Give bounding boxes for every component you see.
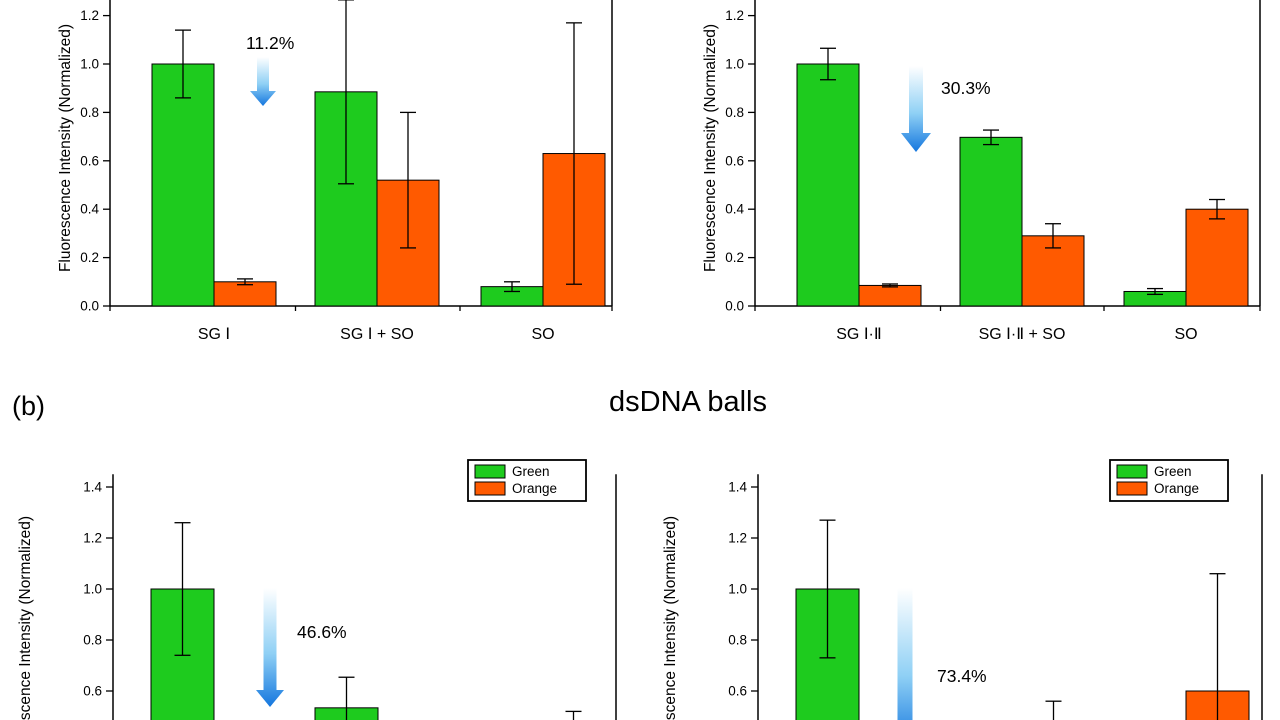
y-tick-label: 0.6 <box>83 684 102 699</box>
arrow-shaft <box>263 588 277 690</box>
y-tick-label: 0.8 <box>83 633 102 648</box>
y-tick-label: 1.2 <box>728 531 747 546</box>
bar-orange-2 <box>1185 208 1249 307</box>
y-tick-label: 1.4 <box>728 480 747 495</box>
chart-top-right: 0.0 0.2 0.4 0.6 0.8 1.0 1.2 SG Ⅰ·Ⅱ SG Ⅰ·Ⅱ + SO SO… <box>702 0 1261 343</box>
down-arrow-icon <box>256 690 284 707</box>
y-tick-label: 0.0 <box>80 299 99 314</box>
y-axis-title: Fluorescence Intensity (Normalized) <box>662 516 679 720</box>
y-tick-label: 0.8 <box>725 105 744 120</box>
y-tick-label: 0.8 <box>728 633 747 648</box>
bar-green-0 <box>151 63 215 307</box>
arrow-shaft <box>897 588 913 720</box>
y-axis-title: Fluorescence Intensity (Normalized) <box>57 24 74 272</box>
category-label: SG Ⅰ·Ⅱ + SO <box>979 326 1066 343</box>
legend-label-orange: Orange <box>1154 481 1199 496</box>
y-tick-label: 0.6 <box>728 684 747 699</box>
bar-green-0 <box>796 63 860 307</box>
bar-green-1 <box>959 136 1023 307</box>
annotation-percent: 73.4% <box>937 666 987 686</box>
down-arrow-icon <box>901 133 931 152</box>
legend-label-green: Green <box>512 464 550 479</box>
down-arrow-icon <box>250 91 276 106</box>
legend-swatch-green <box>474 464 506 479</box>
annotation-percent: 11.2% <box>246 33 294 53</box>
y-axis-title: Fluorescence Intensity (Normalized) <box>17 516 34 720</box>
y-tick-label: 1.0 <box>728 582 747 597</box>
legend-label-orange: Orange <box>512 481 557 496</box>
y-tick-label: 1.0 <box>725 57 744 72</box>
y-tick-label: 0.8 <box>80 105 99 120</box>
y-tick-label: 1.0 <box>83 582 102 597</box>
y-tick-label: 1.4 <box>83 480 102 495</box>
y-tick-label: 1.2 <box>83 531 102 546</box>
legend-swatch-green <box>1116 464 1148 479</box>
bar-orange-0 <box>213 281 277 307</box>
bar-orange-0 <box>858 284 922 307</box>
section-title: dsDNA balls <box>609 386 767 418</box>
category-label: SO <box>531 326 554 343</box>
legend-swatch-orange <box>474 481 506 496</box>
y-axis-title: Fluorescence Intensity (Normalized) <box>702 24 719 272</box>
chart-top-left: 0.0 0.2 0.4 0.6 0.8 1.0 1.2 SG Ⅰ SG Ⅰ + SO SO Fluo… <box>57 0 613 343</box>
legend-swatch-orange <box>1116 481 1148 496</box>
y-tick-label: 0.4 <box>725 202 744 217</box>
category-label: SG Ⅰ·Ⅱ <box>836 326 881 343</box>
y-tick-label: 1.2 <box>80 8 99 23</box>
y-tick-label: 0.4 <box>80 202 99 217</box>
arrow-shaft <box>909 66 923 133</box>
y-tick-label: 1.0 <box>80 57 99 72</box>
y-tick-label: 0.6 <box>80 153 99 168</box>
legend-label-green: Green <box>1154 464 1192 479</box>
annotation-percent: 30.3% <box>941 78 991 98</box>
annotation-percent: 46.6% <box>297 622 347 642</box>
y-tick-label: 0.2 <box>725 250 744 265</box>
category-label: SG Ⅰ <box>198 326 230 343</box>
y-tick-label: 0.6 <box>725 153 744 168</box>
y-tick-label: 0.0 <box>725 299 744 314</box>
arrow-shaft <box>257 57 269 91</box>
category-label: SG Ⅰ + SO <box>340 326 414 343</box>
y-tick-label: 0.2 <box>80 250 99 265</box>
category-label: SO <box>1174 326 1197 343</box>
panel-b-label: (b) <box>12 391 45 421</box>
y-tick-label: 1.2 <box>725 8 744 23</box>
